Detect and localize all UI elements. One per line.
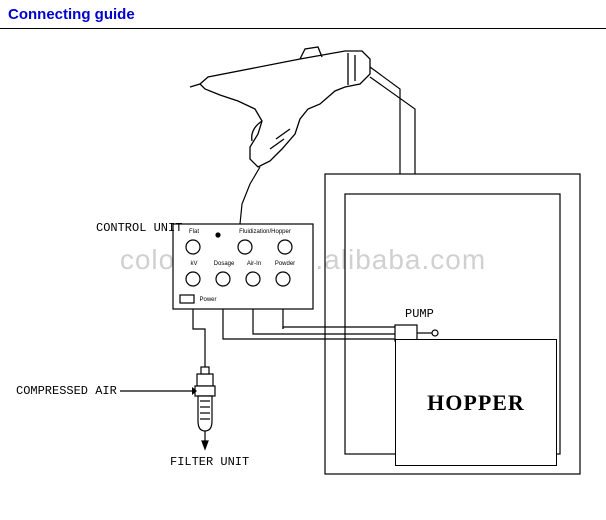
panel-label-fluid: Fluidization/Hopper	[230, 229, 300, 235]
label-pump: PUMP	[405, 307, 434, 321]
panel-label-kv: kV	[186, 261, 202, 267]
page-title: Connecting guide	[8, 6, 135, 23]
panel-label-powder: Powder	[273, 261, 297, 267]
diagram-canvas: colourspray.en.alibaba.com	[0, 28, 606, 520]
panel-label-power: Power	[196, 297, 220, 303]
label-hopper: HOPPER	[427, 390, 525, 416]
panel-label-flat: Flat	[184, 229, 204, 235]
panel-label-dosage: Dosage	[212, 261, 236, 267]
label-control-unit: CONTROL UNIT	[96, 221, 182, 235]
hopper-box: HOPPER	[395, 339, 557, 466]
label-compressed-air: COMPRESSED AIR	[16, 384, 117, 398]
panel-label-airin: Air-In	[243, 261, 265, 267]
label-filter-unit: FILTER UNIT	[170, 455, 249, 469]
